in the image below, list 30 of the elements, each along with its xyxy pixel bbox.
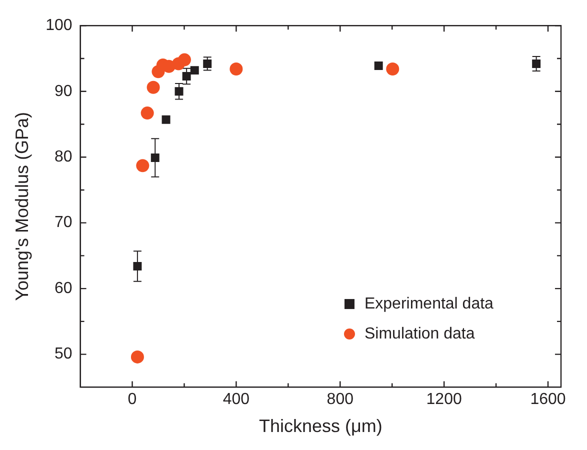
x-tick-label: 1200 [426,391,462,408]
point [162,115,170,124]
y-axis-title: Young's Modulus (GPa) [12,112,32,301]
point [374,61,383,70]
y-tick-label: 80 [54,148,72,166]
x-tick-label: 1600 [530,391,566,408]
y-tick-label: 100 [46,17,72,34]
point [174,87,184,96]
point [190,66,199,75]
point [133,262,142,270]
point [386,62,400,76]
legend-label: Simulation data [364,325,475,342]
point [182,72,191,80]
point [230,62,243,76]
y-tick-label: 70 [54,214,72,232]
x-tick-label: 0 [128,391,137,408]
y-tick-label: 60 [54,280,72,297]
y-tick-label: 50 [54,346,72,363]
point [150,154,160,162]
x-axis-title: Thickness (μm) [258,416,382,436]
legend-label: Experimental data [364,295,494,312]
x-tick-label: 800 [326,391,354,408]
point [178,53,191,66]
point [140,106,154,120]
x-tick-label: 400 [222,391,250,408]
point [532,59,541,68]
point [146,80,160,94]
point [130,350,144,364]
y-tick-label: 90 [54,82,72,100]
point [136,159,150,172]
